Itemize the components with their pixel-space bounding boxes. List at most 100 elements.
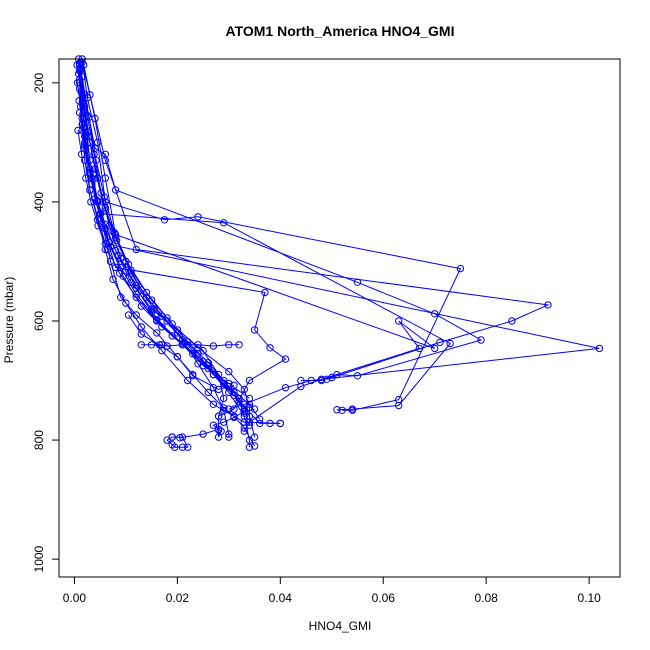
data-point-6-9 xyxy=(230,405,238,413)
data-point-16-9 xyxy=(225,367,233,376)
series-line-17 xyxy=(77,130,250,399)
data-point-4-6 xyxy=(415,344,423,353)
series-line-9 xyxy=(79,63,250,448)
data-point-13-11 xyxy=(235,397,243,406)
data-point-10-5 xyxy=(109,228,117,236)
data-point-20-8 xyxy=(240,407,249,416)
data-point-18-1 xyxy=(81,141,89,150)
data-point-21-2 xyxy=(147,341,156,349)
data-point-16-4 xyxy=(112,236,121,245)
data-point-16-12 xyxy=(245,421,254,429)
data-point-6-6 xyxy=(266,344,274,352)
x-tick-label-2: 0.04 xyxy=(269,591,293,605)
data-point-20-5 xyxy=(209,421,218,429)
x-tick-label-1: 0.02 xyxy=(166,591,190,605)
data-point-10-3 xyxy=(91,165,99,173)
data-point-5-8 xyxy=(225,405,233,413)
data-point-15-10 xyxy=(225,382,233,391)
data-point-17-1 xyxy=(77,150,86,159)
data-point-8-7 xyxy=(117,293,125,301)
data-point-1-4 xyxy=(160,216,169,224)
data-point-19-2 xyxy=(168,441,176,449)
data-point-8-6 xyxy=(106,257,115,266)
data-point-14-0 xyxy=(78,73,86,81)
data-point-14-13 xyxy=(250,433,259,441)
data-point-17-5 xyxy=(103,245,112,254)
data-point-4-10 xyxy=(240,427,249,435)
data-point-7-6 xyxy=(436,338,444,347)
data-point-12-11 xyxy=(220,394,228,403)
data-point-19-7 xyxy=(168,433,176,441)
data-point-3-4 xyxy=(220,219,228,227)
data-point-2-7 xyxy=(477,336,485,344)
series-line-1 xyxy=(81,58,462,411)
data-point-11-12 xyxy=(256,419,264,428)
data-point-12-10 xyxy=(214,370,223,379)
data-point-1-9 xyxy=(338,406,346,414)
data-point-21-6 xyxy=(209,342,218,350)
data-point-0-8 xyxy=(109,275,117,283)
data-point-16-10 xyxy=(240,385,249,394)
data-point-12-4 xyxy=(101,220,110,229)
data-point-3-8 xyxy=(333,406,341,414)
data-point-12-8 xyxy=(173,326,182,334)
data-point-11-13 xyxy=(266,419,274,428)
data-point-14-2 xyxy=(92,156,100,164)
data-point-0-10 xyxy=(137,323,146,331)
data-point-4-5 xyxy=(395,317,403,325)
data-point-16-3 xyxy=(101,207,110,215)
data-point-22-1 xyxy=(137,330,146,338)
data-point-8-9 xyxy=(153,329,161,337)
data-point-20-6 xyxy=(220,418,228,426)
data-point-2-4 xyxy=(111,186,120,194)
data-point-10-8 xyxy=(158,312,166,320)
data-point-22-2 xyxy=(155,341,164,349)
data-point-0-4 xyxy=(81,156,89,164)
data-point-9-14 xyxy=(245,443,254,451)
y-tick-label-1: 400 xyxy=(32,192,46,212)
chart-title: ATOM1 North_America HNO4_GMI xyxy=(226,23,455,39)
data-point-13-7 xyxy=(158,323,166,331)
data-point-18-8 xyxy=(173,329,182,337)
x-tick-label-5: 0.10 xyxy=(577,591,601,605)
data-point-21-7 xyxy=(225,341,233,349)
data-point-18-7 xyxy=(150,305,158,313)
x-tick-label-0: 0.00 xyxy=(63,591,87,605)
series-line-7 xyxy=(81,61,550,380)
data-point-8-16 xyxy=(250,442,259,450)
data-point-21-0 xyxy=(158,341,166,349)
data-point-19-3 xyxy=(171,443,179,451)
data-point-21-3 xyxy=(163,342,171,350)
data-point-5-5 xyxy=(307,376,315,385)
data-point-9-6 xyxy=(127,269,135,277)
data-point-15-3 xyxy=(96,214,104,223)
data-point-15-12 xyxy=(256,415,264,423)
data-point-7-5 xyxy=(508,317,516,325)
data-point-20-9 xyxy=(250,405,259,413)
data-point-13-2 xyxy=(89,175,97,184)
data-point-18-3 xyxy=(93,198,102,206)
data-point-14-3 xyxy=(100,193,109,201)
data-point-10-11 xyxy=(209,384,218,392)
data-point-15-9 xyxy=(204,361,213,370)
data-point-5-6 xyxy=(281,384,290,392)
data-point-3-6 xyxy=(395,401,403,410)
data-point-11-9 xyxy=(189,350,197,358)
data-point-2-8 xyxy=(353,372,362,380)
data-point-10-9 xyxy=(178,336,187,344)
data-point-3-5 xyxy=(446,339,454,348)
data-point-8-13 xyxy=(220,404,228,412)
data-point-14-11 xyxy=(235,394,243,403)
data-point-1-6 xyxy=(456,264,465,273)
y-tick-label-2: 600 xyxy=(32,311,46,331)
data-point-21-4 xyxy=(178,341,187,349)
data-point-0-13 xyxy=(209,400,218,408)
data-point-21-5 xyxy=(194,341,202,349)
data-point-14-1 xyxy=(85,113,93,122)
data-point-8-12 xyxy=(204,388,213,397)
data-point-22-6 xyxy=(230,381,238,389)
data-point-7-2 xyxy=(101,156,110,164)
data-point-18-10 xyxy=(209,370,218,379)
data-point-14-5 xyxy=(124,260,133,269)
